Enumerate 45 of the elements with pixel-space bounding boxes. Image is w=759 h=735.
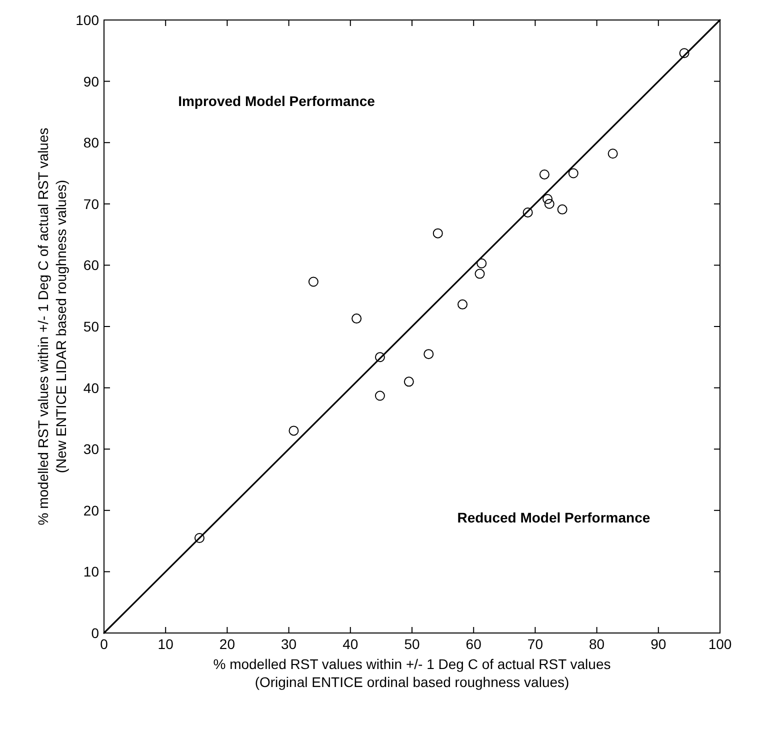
y-tick-label: 10 [83, 564, 100, 580]
point [539, 169, 550, 180]
y-tick-label: 50 [83, 318, 100, 334]
point [557, 204, 568, 214]
point [679, 48, 690, 58]
point [288, 426, 299, 436]
x-tick-label: 40 [342, 636, 358, 652]
x-tick-label: 100 [708, 636, 732, 652]
point [194, 532, 204, 543]
point [404, 376, 414, 387]
point [352, 314, 362, 324]
y-tick-label: 90 [83, 73, 100, 90]
y-tick-label: 40 [83, 380, 100, 396]
annotation: Reduced Model Performance [457, 510, 650, 526]
point [476, 258, 487, 268]
y-tick-label: 80 [83, 134, 100, 151]
y-tick-label: 70 [83, 196, 100, 212]
x-tick-label: 70 [527, 636, 544, 652]
x-tick-label: 10 [158, 636, 174, 652]
x-tick-label: 80 [589, 636, 605, 652]
point [608, 148, 618, 159]
point [542, 194, 553, 204]
point [568, 168, 578, 178]
point [424, 349, 434, 360]
point [522, 207, 533, 218]
x-tick-label: 50 [404, 636, 420, 652]
point [374, 352, 385, 362]
point [458, 299, 468, 310]
y-axis-title: % modelled RST values within +/- 1 Deg C of actual RST values (New ENTICE LIDAR based roughness values) [35, 128, 69, 526]
point [374, 390, 385, 401]
point [544, 198, 554, 209]
x-tick-label: 30 [281, 636, 297, 652]
annotation: Improved Model Performance [178, 92, 376, 109]
x-tick-label: 90 [650, 636, 666, 652]
y-tick-label: 100 [76, 12, 100, 28]
point [308, 276, 318, 287]
point [432, 228, 443, 238]
y-tick-label: 30 [83, 441, 100, 458]
point [474, 268, 485, 279]
y-tick-label: 20 [83, 502, 100, 518]
x-axis-title: % modelled RST values within +/- 1 Deg C of actual RST values (Original ENTICE ordinal based roughness values) [213, 656, 611, 690]
x-tick-label: 20 [219, 636, 236, 652]
y-tick-label: 60 [83, 257, 100, 274]
x-tick-label: 60 [466, 636, 482, 652]
y-tick-label: 0 [91, 625, 100, 641]
